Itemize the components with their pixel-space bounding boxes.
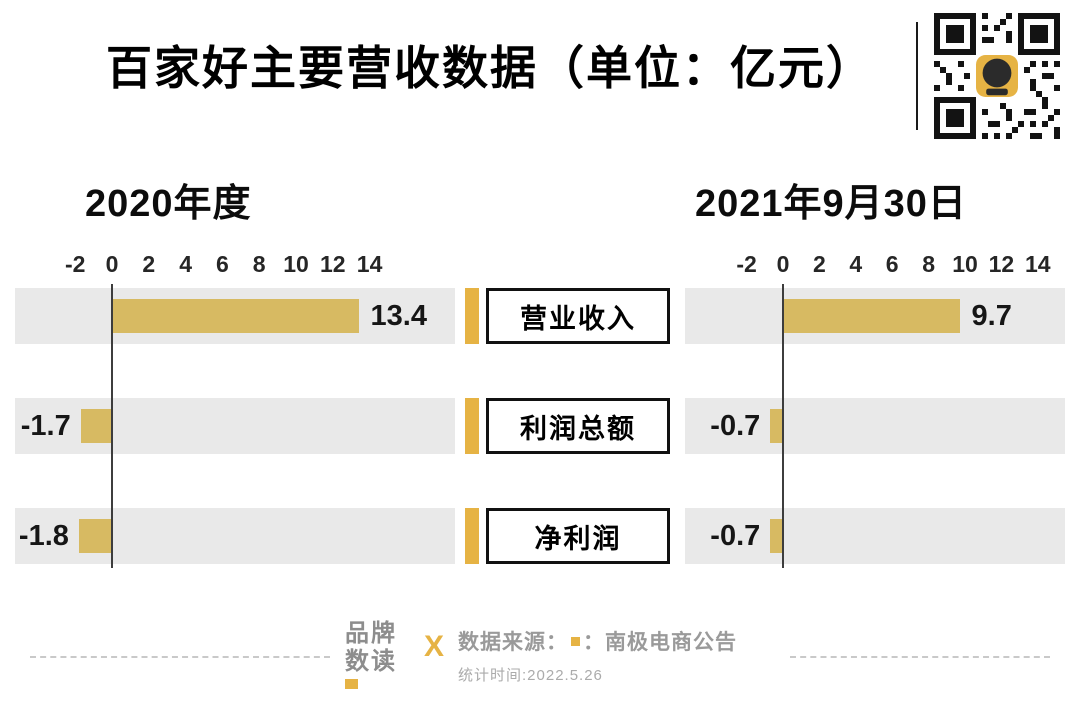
category-row: 利润总额 xyxy=(465,398,670,454)
axis-tick-label: 6 xyxy=(885,251,899,277)
axis-tick-label: -2 xyxy=(64,251,86,277)
axis-tick-label: 10 xyxy=(283,251,309,277)
accent-stripe xyxy=(465,288,479,344)
brand-line1: 品牌 xyxy=(345,620,397,647)
x-axis-ticks: -2 0 2 4 6 8 10 12 14 xyxy=(685,248,1065,282)
bar-positive xyxy=(112,299,359,333)
chart-row: -0.7 xyxy=(685,398,1065,454)
value-label: -0.7 xyxy=(710,520,761,552)
brand-x-divider: X xyxy=(424,630,445,663)
axis-tick-label: -2 xyxy=(736,251,757,277)
axis-tick-label: 12 xyxy=(320,251,346,277)
chart-row: -1.8 xyxy=(15,508,455,564)
axis-tick-label: 2 xyxy=(142,251,156,277)
value-label: -1.8 xyxy=(18,520,69,552)
value-label: 13.4 xyxy=(370,300,427,332)
category-label: 营业收入 xyxy=(486,288,670,344)
accent-stripe xyxy=(465,508,479,564)
axis-tick-label: 4 xyxy=(179,251,192,277)
page-title: 百家好主要营收数据（单位：亿元） xyxy=(106,42,874,94)
chart-row: 13.4 xyxy=(15,288,455,344)
x-axis-ticks: -2 0 2 4 6 8 10 12 14 xyxy=(15,248,455,282)
chart-row: -0.7 xyxy=(685,508,1065,564)
category-row: 净利润 xyxy=(465,508,670,564)
bar-negative xyxy=(770,519,783,553)
axis-tick-label: 8 xyxy=(252,251,266,277)
chart-panel-2021: -2 0 2 4 6 8 10 12 14 9.7 -0.7 -0.7 xyxy=(685,248,1065,578)
bar-positive xyxy=(783,299,960,333)
axis-tick-label: 14 xyxy=(356,251,383,277)
zero-axis-line xyxy=(111,284,113,568)
axis-tick-label: 14 xyxy=(1025,251,1051,277)
brand-line2: 数读 xyxy=(345,648,397,675)
source-value: 南极电商公告 xyxy=(605,631,737,654)
chart-rows: 13.4 -1.7 -1.8 xyxy=(15,248,455,578)
accent-stripe xyxy=(465,398,479,454)
bar-negative xyxy=(78,519,112,553)
qr-code xyxy=(934,13,1060,139)
axis-tick-label: 6 xyxy=(215,251,229,277)
category-label-column: 营业收入 利润总额 净利润 xyxy=(465,248,670,578)
category-label: 利润总额 xyxy=(486,398,670,454)
zero-axis-line xyxy=(782,284,784,568)
dashed-divider-left xyxy=(30,656,330,658)
source-separator: ： xyxy=(583,631,605,654)
chart-row: -1.7 xyxy=(15,398,455,454)
category-row: 营业收入 xyxy=(465,288,670,344)
source-accent-square-icon xyxy=(571,636,580,646)
value-label: 9.7 xyxy=(971,300,1012,332)
brand-accent-square-icon xyxy=(345,679,358,689)
timestamp: 统计时间:2022.5.26 xyxy=(458,667,603,684)
axis-tick-label: 0 xyxy=(105,251,119,277)
data-source-block: 数据来源： ： 南极电商公告 统计时间:2022.5.26 xyxy=(458,626,737,685)
chart-panel-2020: -2 0 2 4 6 8 10 12 14 13.4 -1.7 -1.8 xyxy=(15,248,455,578)
value-label: -0.7 xyxy=(710,410,761,442)
source-label: 数据来源： xyxy=(458,631,568,654)
value-label: -1.7 xyxy=(20,410,71,442)
dashed-divider-right xyxy=(790,656,1050,658)
header-divider-line xyxy=(916,22,918,130)
panel-heading-2020: 2020年度 xyxy=(85,183,252,225)
axis-tick-label: 4 xyxy=(849,251,863,277)
panel-heading-2021: 2021年9月30日 xyxy=(695,183,967,225)
bar-negative xyxy=(80,409,112,443)
axis-tick-label: 10 xyxy=(952,251,978,277)
axis-tick-label: 2 xyxy=(812,251,826,277)
qr-code-svg xyxy=(934,13,1060,139)
chart-row: 9.7 xyxy=(685,288,1065,344)
brand-logo: 品牌 数读 xyxy=(345,620,397,689)
axis-tick-label: 12 xyxy=(988,251,1015,277)
chart-rows: 9.7 -0.7 -0.7 xyxy=(685,248,1065,578)
axis-tick-label: 8 xyxy=(922,251,935,277)
category-label: 净利润 xyxy=(486,508,670,564)
bar-negative xyxy=(770,409,783,443)
source-line: 数据来源： ： 南极电商公告 xyxy=(458,626,737,656)
axis-tick-label: 0 xyxy=(776,251,790,277)
